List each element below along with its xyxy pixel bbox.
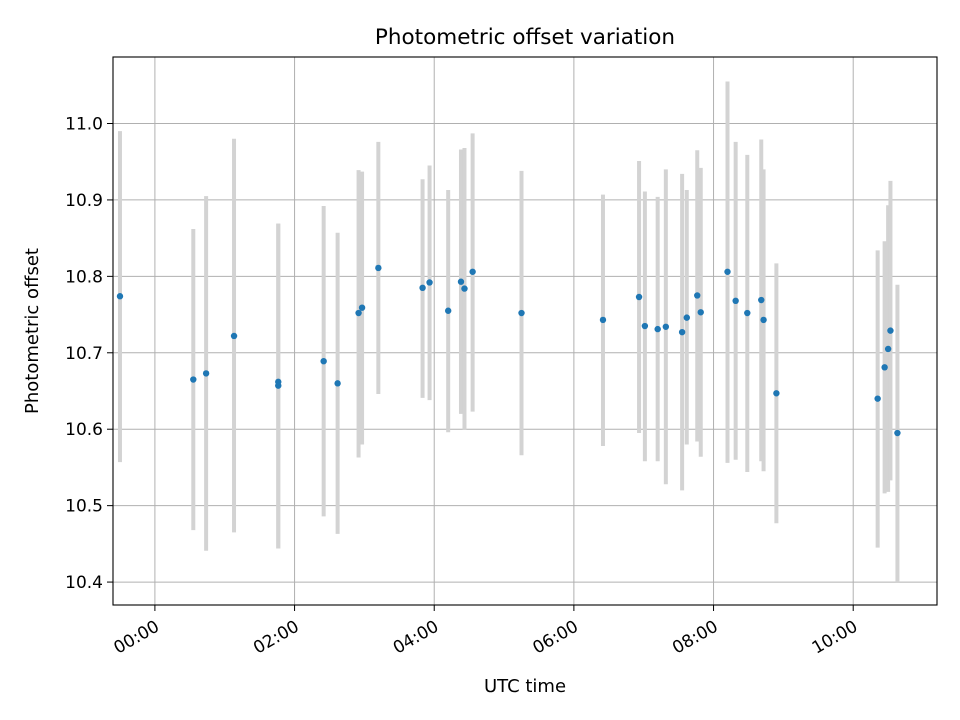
data-point — [641, 322, 649, 330]
data-point — [375, 264, 382, 272]
data-point — [599, 316, 607, 324]
data-point — [444, 307, 452, 314]
y-tick-label: 10.5 — [65, 497, 103, 517]
data-point — [724, 268, 731, 275]
data-point — [334, 380, 341, 387]
data-point — [697, 309, 704, 316]
data-point — [887, 327, 894, 334]
data-points — [116, 264, 901, 437]
data-point — [874, 395, 881, 402]
data-point — [744, 309, 751, 317]
data-point — [275, 382, 282, 389]
y-tick-label: 10.9 — [65, 191, 103, 211]
data-point — [202, 370, 210, 377]
x-axis-label: UTC time — [484, 676, 566, 697]
y-axis-label: Photometric offset — [22, 248, 43, 414]
data-point — [894, 429, 901, 437]
data-point — [732, 297, 739, 305]
data-point — [760, 316, 767, 324]
data-point — [320, 357, 327, 365]
data-point — [662, 323, 670, 330]
data-point — [635, 293, 643, 301]
data-point — [884, 345, 892, 353]
data-point — [694, 292, 701, 299]
y-tick-label: 10.8 — [65, 267, 103, 287]
data-point — [518, 309, 525, 317]
y-tick-label: 11.0 — [65, 114, 103, 134]
grid-lines — [113, 57, 937, 605]
data-point — [426, 279, 433, 286]
data-point — [758, 296, 765, 304]
data-point — [358, 304, 366, 311]
data-point — [678, 328, 686, 336]
data-point — [457, 278, 465, 285]
data-point — [654, 325, 661, 333]
data-point — [469, 268, 476, 275]
plot-area-frame — [112, 56, 938, 606]
y-tick-label: 10.4 — [65, 573, 103, 593]
y-tick-label: 10.7 — [65, 344, 103, 364]
y-tick-label: 10.6 — [65, 420, 103, 440]
data-point — [773, 390, 780, 397]
chart-title: Photometric offset variation — [375, 25, 675, 50]
data-point — [116, 293, 124, 300]
data-point — [190, 376, 197, 383]
y-axis-ticks: 10.4 10.5 10.6 10.7 10.8 10.9 11.0 — [65, 114, 113, 593]
data-point — [683, 314, 690, 321]
data-point — [881, 364, 888, 371]
data-point — [355, 309, 362, 317]
data-point — [419, 284, 426, 292]
data-point — [230, 332, 238, 340]
data-point — [461, 285, 468, 292]
